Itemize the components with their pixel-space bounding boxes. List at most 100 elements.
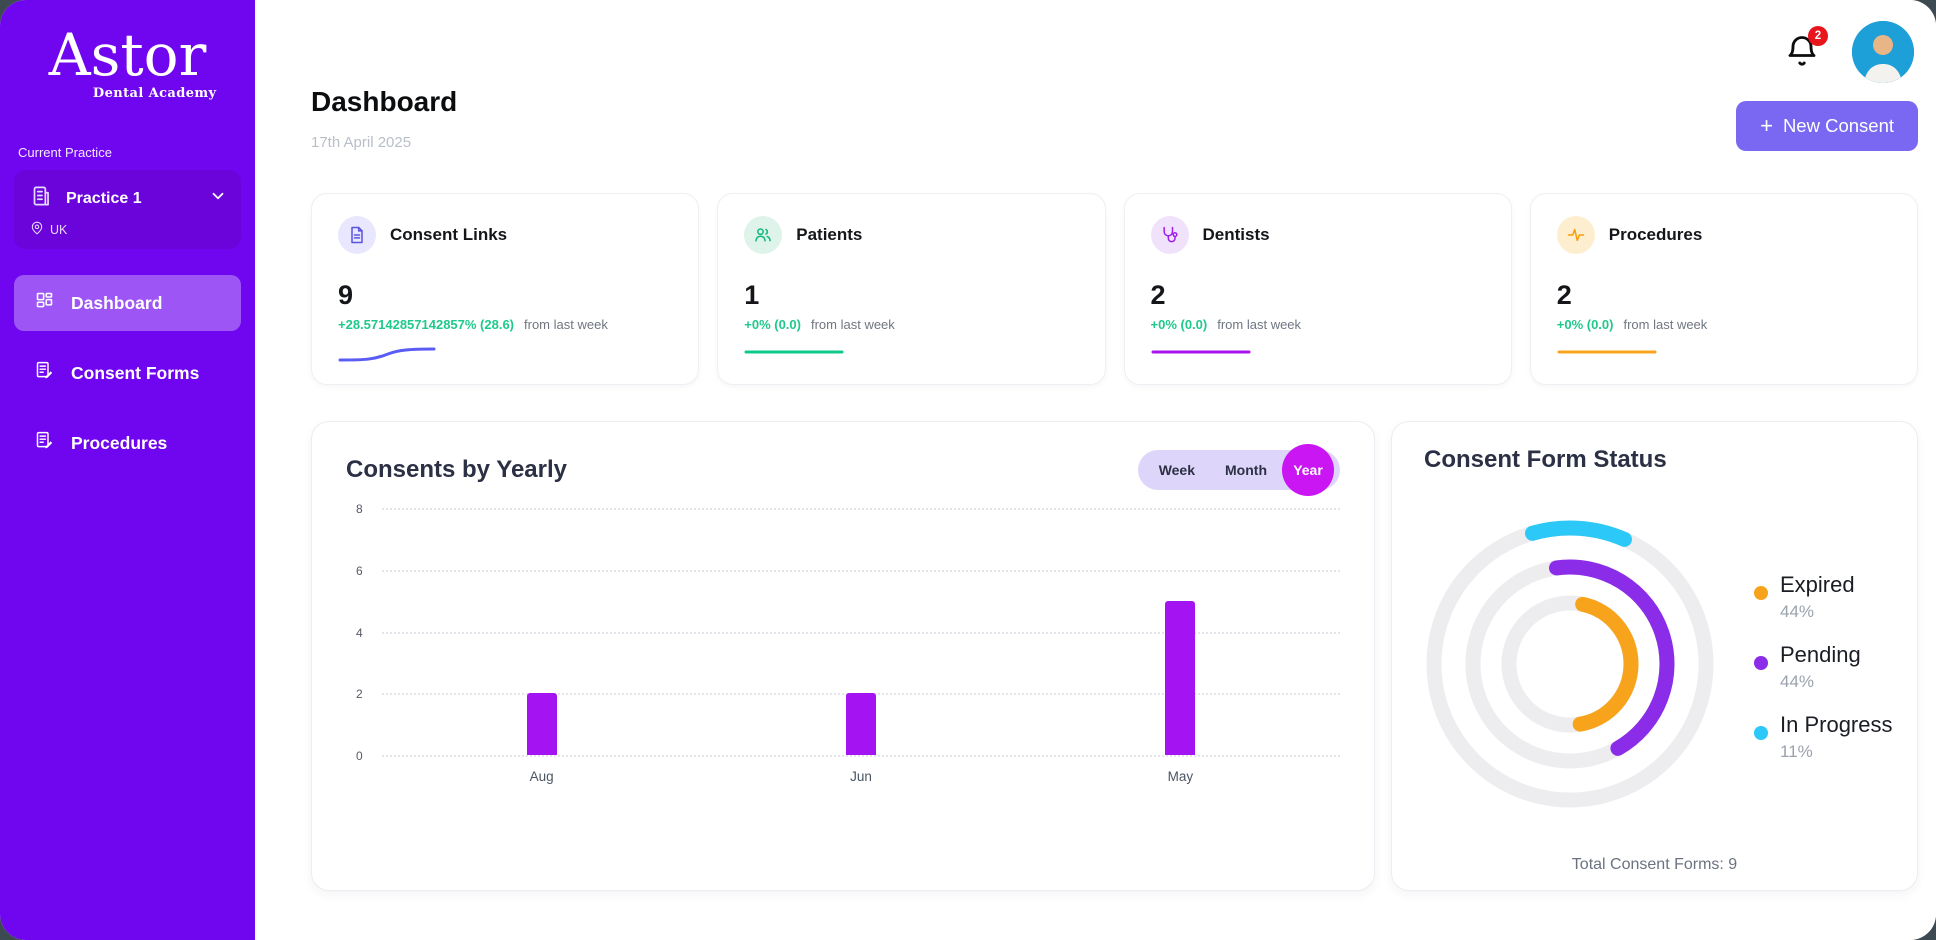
- status-title: Consent Form Status: [1424, 446, 1667, 473]
- consent-form-status-card: Consent Form Status Expired 44% Pending …: [1391, 421, 1918, 891]
- y-tick-label: 2: [356, 687, 363, 702]
- practice-selector[interactable]: Practice 1 UK: [14, 170, 241, 249]
- current-practice-label: Current Practice: [18, 145, 112, 160]
- document-pen-icon: [34, 430, 55, 456]
- bar-chart-x-labels: Aug Jun May: [382, 769, 1340, 789]
- stat-change: +0% (0.0): [1150, 317, 1208, 332]
- sidebar-nav: Dashboard Consent Forms: [0, 275, 255, 485]
- y-tick-label: 4: [356, 625, 363, 640]
- x-tick-label: Aug: [529, 769, 554, 784]
- stat-title: Dentists: [1202, 225, 1270, 244]
- notification-badge: 2: [1808, 26, 1828, 46]
- plus-icon: +: [1760, 113, 1773, 138]
- toggle-month[interactable]: Month: [1225, 462, 1267, 478]
- gridline: 6: [356, 564, 1340, 578]
- document-pen-icon: [34, 360, 55, 386]
- page-date: 17th April 2025: [311, 134, 412, 151]
- stat-title: Procedures: [1608, 225, 1703, 244]
- toggle-week[interactable]: Week: [1158, 462, 1196, 478]
- legend-item-pending: Pending 44%: [1754, 642, 1893, 692]
- stat-change-suffix: from last week: [1623, 317, 1708, 332]
- gridline: 4: [356, 626, 1340, 640]
- radial-status-chart: [1426, 520, 1714, 808]
- building-icon: [28, 183, 54, 214]
- sparkline: [338, 340, 438, 368]
- legend-dot: [1754, 586, 1768, 600]
- sparkline: [1557, 340, 1657, 368]
- stat-value: 1: [744, 280, 760, 310]
- page-title: Dashboard: [311, 86, 458, 117]
- chart-title: Consents by Yearly: [346, 456, 567, 483]
- notifications-button[interactable]: 2: [1784, 26, 1828, 72]
- stat-card-patients: Patients 1 +0% (0.0) from last week: [717, 193, 1106, 385]
- user-avatar[interactable]: [1852, 21, 1914, 83]
- brand-name: Astor: [48, 21, 207, 89]
- sidebar-item-dashboard[interactable]: Dashboard: [14, 275, 241, 331]
- toggle-year[interactable]: Year: [1282, 444, 1334, 496]
- sparkline: [744, 340, 844, 368]
- status-footer: Total Consent Forms: 9: [1571, 856, 1738, 873]
- bell-icon: [1788, 36, 1816, 66]
- stat-cards-row: Consent Links 9 +28.57142857142857% (28.…: [311, 193, 1918, 385]
- stat-value: 2: [1150, 280, 1166, 310]
- legend-label: Expired: [1780, 572, 1855, 597]
- legend-dot: [1754, 726, 1768, 740]
- bar-chart-plot: 0 2 4 6 8: [356, 502, 1340, 763]
- sidebar-item-procedures[interactable]: Procedures: [14, 415, 241, 471]
- practice-location: UK: [50, 222, 68, 237]
- users-icon: [744, 216, 783, 254]
- stat-title: Patients: [796, 225, 863, 244]
- stethoscope-icon: [1150, 216, 1189, 254]
- brand-tagline: Dental Academy: [92, 86, 217, 101]
- new-consent-button[interactable]: + New Consent: [1736, 101, 1918, 151]
- legend-percent: 44%: [1780, 672, 1815, 691]
- activity-icon: [1556, 216, 1595, 254]
- stat-value: 9: [338, 280, 354, 310]
- stat-value: 2: [1556, 280, 1572, 310]
- topbar: 2: [311, 20, 1918, 84]
- x-tick-label: May: [1167, 769, 1194, 784]
- sidebar: Astor Dental Academy Current Practice Pr…: [0, 0, 255, 940]
- main-content: 2 Dashboard 17th April 2025 + New Consen…: [255, 0, 1936, 940]
- sidebar-item-consent-forms[interactable]: Consent Forms: [14, 345, 241, 401]
- y-tick-label: 8: [356, 502, 363, 516]
- new-consent-label: New Consent: [1782, 115, 1894, 136]
- y-tick-label: 0: [356, 749, 363, 763]
- stat-change: +28.57142857142857% (28.6): [338, 317, 515, 332]
- status-legend: Expired 44% Pending 44% In Progress 11%: [1754, 572, 1893, 762]
- stat-change-suffix: from last week: [810, 317, 895, 332]
- avatar-image: [1852, 21, 1914, 83]
- bar-May: [1165, 600, 1196, 755]
- bar-Aug: [526, 693, 557, 755]
- legend-percent: 11%: [1780, 742, 1813, 761]
- legend-label: Pending: [1780, 642, 1861, 667]
- stat-card-consent-links: Consent Links 9 +28.57142857142857% (28.…: [311, 193, 700, 385]
- stat-card-procedures: Procedures 2 +0% (0.0) from last week: [1529, 193, 1918, 385]
- legend-item-in-progress: In Progress 11%: [1754, 712, 1893, 762]
- chevron-down-icon[interactable]: [209, 187, 227, 210]
- dashboard-grid-icon: [34, 290, 55, 316]
- stat-card-dentists: Dentists 2 +0% (0.0) from last week: [1123, 193, 1512, 385]
- stat-change: +0% (0.0): [1556, 317, 1614, 332]
- bar-Jun: [846, 693, 876, 755]
- sidebar-item-label: Procedures: [71, 432, 168, 453]
- gridline: 8: [356, 502, 1340, 516]
- sidebar-item-label: Consent Forms: [71, 362, 200, 383]
- legend-dot: [1754, 656, 1768, 670]
- stat-title: Consent Links: [390, 225, 508, 244]
- gridline: 0: [356, 749, 1340, 763]
- file-icon: [338, 216, 376, 254]
- sidebar-item-label: Dashboard: [71, 292, 163, 313]
- stat-change-suffix: from last week: [524, 317, 608, 332]
- location-pin-icon: [30, 221, 44, 238]
- consents-chart-card: Consents by Yearly Week Month Year 0 2 4 6 8…: [311, 421, 1375, 891]
- legend-label: In Progress: [1780, 712, 1893, 737]
- y-tick-label: 6: [356, 563, 363, 578]
- stat-change-suffix: from last week: [1217, 317, 1302, 332]
- legend-item-expired: Expired 44%: [1754, 572, 1893, 622]
- practice-name: Practice 1: [66, 189, 142, 207]
- page-header: Dashboard 17th April 2025 + New Consent: [311, 86, 1918, 151]
- x-tick-label: Jun: [850, 769, 872, 784]
- sparkline: [1151, 340, 1251, 368]
